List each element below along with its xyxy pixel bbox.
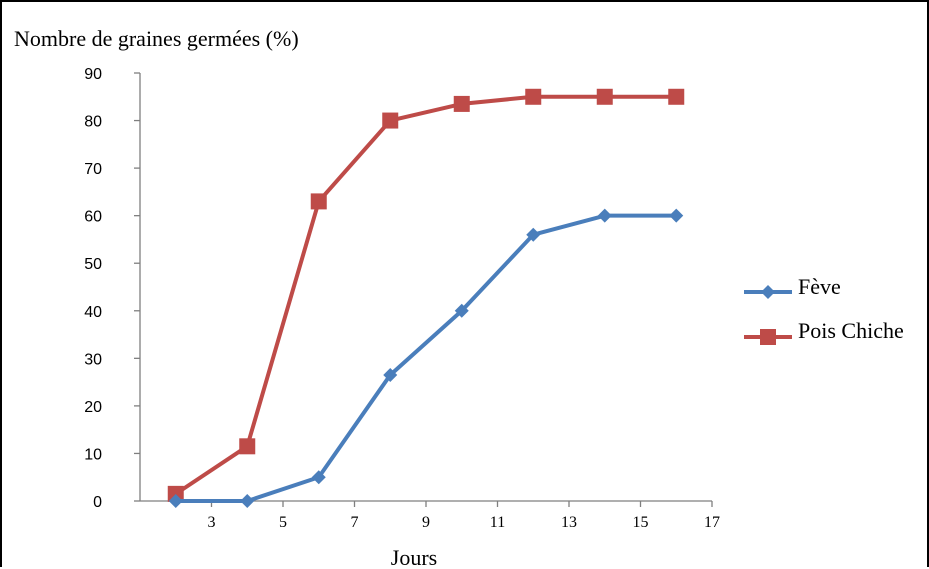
data-point-pois-chiche <box>596 88 613 105</box>
data-point-feve <box>311 470 326 485</box>
legend-marker-feve <box>761 285 775 299</box>
x-tick-label: 17 <box>704 514 720 531</box>
x-tick-label: 9 <box>422 514 430 531</box>
data-point-pois-chiche <box>382 112 399 129</box>
y-axis-title: Nombre de graines germées (%) <box>14 26 299 51</box>
data-point-feve <box>454 303 469 318</box>
y-tick-label: 60 <box>84 209 102 226</box>
y-tick-label: 30 <box>84 351 102 368</box>
y-axis-ticks: 0 10 20 30 40 50 60 70 80 90 <box>84 66 140 511</box>
y-tick-label: 50 <box>84 256 102 273</box>
legend-label-feve: Fève <box>798 274 841 299</box>
y-tick-label: 80 <box>84 114 102 131</box>
series-feve <box>168 208 684 508</box>
series-layer <box>167 88 685 508</box>
x-axis-title: Jours <box>391 545 437 569</box>
data-point-pois-chiche <box>668 88 685 105</box>
x-tick-label: 13 <box>561 514 577 531</box>
series-pois-chiche <box>167 88 685 502</box>
data-point-feve <box>240 494 255 508</box>
x-tick-label: 5 <box>279 514 287 531</box>
x-tick-label: 7 <box>351 514 359 531</box>
y-tick-label: 40 <box>84 304 102 321</box>
legend: Fève Pois Chiche <box>744 274 904 345</box>
y-tick-label: 10 <box>84 446 102 463</box>
x-tick-label: 11 <box>490 514 505 531</box>
x-tick-label: 3 <box>208 514 216 531</box>
data-point-feve <box>597 208 612 223</box>
data-point-pois-chiche <box>310 193 327 210</box>
legend-label-pois-chiche: Pois Chiche <box>798 318 904 343</box>
y-tick-label: 90 <box>84 66 102 83</box>
data-point-feve <box>168 494 183 508</box>
series-line-feve <box>173 213 679 503</box>
data-point-pois-chiche <box>525 88 542 105</box>
series-line-pois-chiche <box>173 94 679 496</box>
legend-item-feve: Fève <box>744 274 841 299</box>
legend-item-pois-chiche: Pois Chiche <box>744 318 904 345</box>
legend-marker-pois-chiche <box>760 329 776 345</box>
data-point-feve <box>669 208 684 223</box>
x-axis-ticks: 3 5 7 9 11 13 15 17 <box>208 501 720 531</box>
data-point-pois-chiche <box>239 438 256 455</box>
data-point-pois-chiche <box>453 95 470 112</box>
x-tick-label: 15 <box>633 514 649 531</box>
data-point-feve <box>526 227 541 242</box>
y-tick-label: 70 <box>84 161 102 178</box>
y-tick-label: 0 <box>93 494 102 511</box>
data-point-feve <box>383 367 398 382</box>
data-point-pois-chiche <box>167 485 184 502</box>
y-tick-label: 20 <box>84 399 102 416</box>
